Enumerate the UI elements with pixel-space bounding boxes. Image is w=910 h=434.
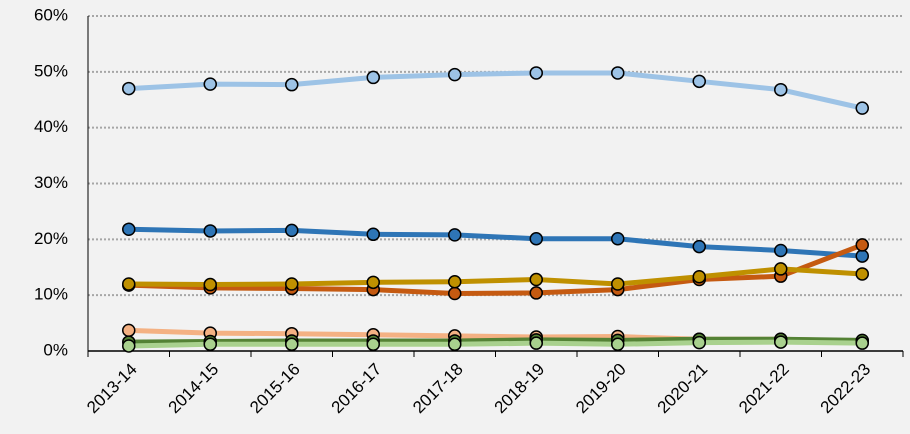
x-tick-label: 2020-21	[654, 360, 712, 418]
series-marker	[448, 67, 462, 82]
x-tick-label: 2015-16	[246, 360, 304, 418]
series-marker	[285, 277, 299, 291]
series-marker	[285, 223, 299, 238]
series-marker	[203, 337, 217, 352]
x-tick-label: 2021-22	[735, 360, 793, 418]
series-marker	[692, 239, 706, 254]
series-marker	[203, 277, 217, 292]
series-marker	[529, 286, 543, 300]
series-marker	[366, 337, 380, 352]
series-marker	[774, 262, 788, 276]
series-marker	[203, 224, 217, 238]
series-line	[128, 70, 863, 111]
series-marker	[122, 81, 136, 96]
x-tick-label: 2016-17	[328, 360, 386, 418]
series-line	[128, 226, 863, 259]
series-marker	[122, 222, 136, 237]
series-marker	[611, 66, 625, 80]
x-tick-label: 2017-18	[409, 360, 467, 418]
series-marker	[855, 249, 869, 263]
series-marker	[122, 277, 136, 291]
series-marker	[611, 277, 625, 291]
y-tick-label: 20%	[34, 229, 68, 248]
y-tick-label: 50%	[34, 61, 68, 80]
series-marker	[203, 77, 217, 91]
series-marker	[855, 238, 869, 252]
x-tick-label: 2013-14	[83, 360, 141, 418]
series-marker	[122, 323, 136, 338]
y-tick-label: 30%	[34, 173, 68, 192]
series-marker	[448, 286, 462, 301]
series-marker	[692, 269, 706, 284]
series-marker	[448, 275, 462, 289]
x-tick-label: 2018-19	[491, 360, 549, 418]
series-marker	[692, 335, 706, 350]
series-line	[128, 266, 863, 288]
series-marker	[448, 337, 462, 352]
series-marker	[285, 337, 299, 352]
y-tick-label: 10%	[34, 285, 68, 304]
series-line	[128, 336, 863, 345]
x-tick-label: 2019-20	[572, 360, 630, 418]
series-marker	[774, 335, 788, 349]
series-line	[128, 339, 863, 349]
series-marker	[611, 232, 625, 246]
series-marker	[366, 227, 380, 242]
series-marker	[529, 232, 543, 246]
x-tick-label: 2022-23	[817, 360, 875, 418]
y-tick-label: 40%	[34, 117, 68, 136]
series-line	[128, 242, 864, 296]
series-marker	[285, 77, 299, 92]
series-marker	[774, 243, 788, 258]
series-marker	[774, 82, 788, 97]
y-tick-label: 0%	[43, 340, 68, 359]
series-marker	[366, 70, 380, 85]
series-marker	[529, 336, 543, 350]
series-marker	[448, 228, 462, 242]
series-marker	[855, 101, 869, 115]
x-tick-label: 2014-15	[165, 360, 223, 418]
series-marker	[529, 272, 543, 287]
series-marker	[122, 339, 136, 353]
series-marker	[611, 337, 625, 352]
y-tick-label: 60%	[34, 5, 68, 24]
series-marker	[529, 66, 543, 80]
series-marker	[855, 267, 869, 281]
series-marker	[692, 74, 706, 89]
series-marker	[855, 336, 869, 350]
series-marker	[366, 275, 380, 290]
